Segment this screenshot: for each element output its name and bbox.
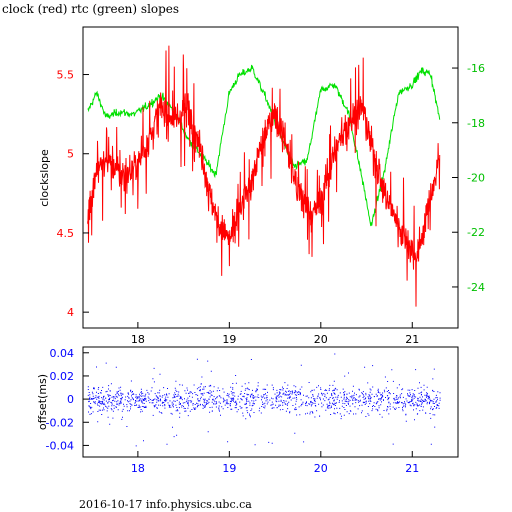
top-y-left-tick-label: 4.5	[57, 227, 75, 240]
bottom-x-tick-label: 19	[222, 462, 236, 475]
bottom-panel: 18 19 20 21 0.04 0.02 0 -0.02 -0.04 offset(ms)	[36, 346, 459, 475]
top-y-right-tick-label: -16	[467, 62, 485, 75]
bottom-y-tick-label: 0.04	[50, 347, 75, 360]
offset-scatter-points	[87, 353, 441, 447]
top-y-right-tick-label: -18	[467, 117, 485, 130]
top-y-left-ticks: 4 4.5 5 5.5	[57, 69, 89, 319]
bottom-y-tick-label: -0.04	[46, 439, 74, 452]
top-panel: 18 19 20 21 4 4.5 5 5.5 -16 -18 -20 -22 -24 clocks…	[38, 26, 485, 346]
top-series-layer	[87, 45, 441, 307]
top-x-tick-label: 20	[314, 333, 328, 346]
bottom-x-tick-label: 21	[405, 462, 419, 475]
bottom-x-tick-label: 20	[314, 462, 328, 475]
series-clock-line	[87, 45, 441, 307]
top-y-right-tick-label: -20	[467, 172, 485, 185]
top-y-left-tick-label: 5.5	[57, 69, 75, 82]
bottom-x-tick-label: 18	[131, 462, 145, 475]
top-x-ticks: 18 19 20 21	[131, 322, 419, 346]
top-x-tick-label: 21	[405, 333, 419, 346]
bottom-y-tick-label: 0.02	[50, 370, 75, 383]
top-y-right-ticks: -16 -18 -20 -22 -24	[452, 62, 485, 294]
bottom-y-ticks: 0.04 0.02 0 -0.02 -0.04	[46, 347, 89, 452]
top-y-left-tick-label: 5	[67, 148, 74, 161]
bottom-y-tick-label: -0.02	[46, 416, 74, 429]
bottom-x-ticks: 18 19 20 21	[131, 451, 419, 475]
y-axis-label-clockslope: clockslope	[38, 149, 51, 207]
chart-title: clock (red) rtc (green) slopes	[2, 2, 180, 16]
top-y-right-tick-label: -24	[467, 281, 485, 294]
bottom-plot-frame	[82, 346, 459, 458]
top-x-tick-label: 18	[131, 333, 145, 346]
y-axis-label-offset: offset(ms)	[36, 374, 49, 430]
bottom-scatter-layer	[87, 353, 441, 447]
top-y-left-tick-label: 4	[67, 306, 74, 319]
top-x-tick-label: 19	[222, 333, 236, 346]
bottom-y-tick-label: 0	[67, 393, 74, 406]
footer-credit: 2016-10-17 info.physics.ubc.ca	[79, 498, 252, 511]
top-y-right-tick-label: -22	[467, 226, 485, 239]
